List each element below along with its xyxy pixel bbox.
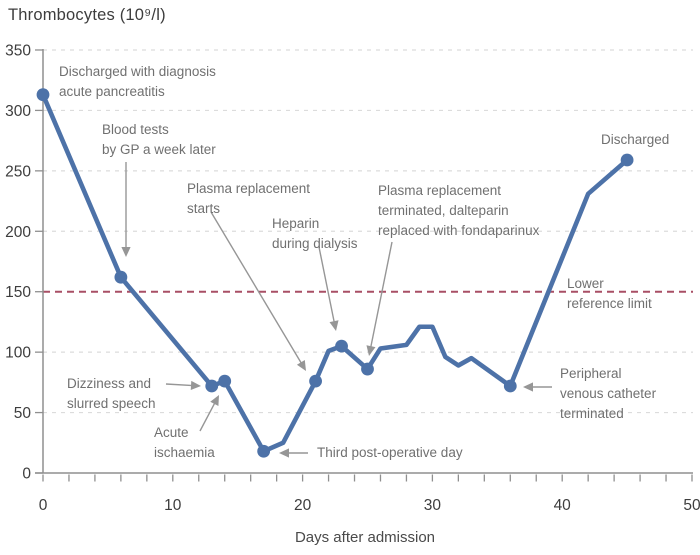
annotation-arrowhead-dizziness	[190, 380, 201, 391]
y-tick-label: 0	[22, 466, 31, 483]
data-point-day-0	[36, 88, 50, 102]
data-point-day-25	[361, 362, 374, 376]
x-tick-label: 50	[683, 497, 700, 514]
y-tick-label: 100	[5, 345, 31, 362]
annotation-heparin-dialysis: Heparin	[272, 216, 319, 231]
x-tick-label: 10	[164, 497, 182, 514]
annotation-arrow-heparin-dialysis	[318, 246, 336, 324]
annotation-arrowhead-plasma-replacement-starts	[296, 360, 306, 371]
x-tick-label: 0	[39, 497, 48, 514]
x-tick-label: 40	[554, 497, 572, 514]
y-tick-label: 300	[5, 103, 31, 120]
annotation-arrow-dizziness	[165, 383, 194, 387]
annotation-arrow-acute-ischaemia	[199, 401, 216, 432]
data-point-day-21	[309, 374, 322, 388]
annotation-plasma-replacement-starts: Plasma replacement	[187, 181, 310, 196]
annotation-plasma-replacement-terminated: Plasma replacement	[378, 183, 501, 198]
annotation-arrowhead-heparin-dialysis	[329, 320, 339, 331]
annotation-arrowhead-plasma-replacement-terminated	[366, 345, 376, 356]
annotation-arrowhead-peripheral-catheter	[523, 382, 533, 392]
data-point-day-13	[205, 379, 219, 393]
annotation-peripheral-catheter: Peripheral	[560, 366, 622, 381]
annotation-arrow-plasma-replacement-starts	[210, 211, 303, 365]
annotation-arrow-plasma-replacement-terminated	[369, 241, 393, 349]
annotation-arrowhead-acute-ischaemia	[210, 395, 219, 406]
annotation-heparin-dialysis: during dialysis	[272, 236, 358, 251]
data-point-day-36	[503, 379, 517, 393]
y-tick-label: 200	[5, 224, 31, 241]
annotation-peripheral-catheter: venous catheter	[560, 386, 657, 401]
x-tick-label: 20	[294, 497, 312, 514]
data-point-day-23	[335, 339, 348, 353]
annotation-third-postoperative-day: Third post-operative day	[317, 445, 463, 460]
annotation-arrowhead-third-postoperative-day	[279, 448, 289, 458]
data-point-day-17	[257, 444, 271, 458]
reference-line-label: Lower	[567, 276, 604, 291]
y-tick-label: 350	[5, 42, 31, 59]
y-tick-label: 250	[5, 163, 31, 180]
x-axis-title: Days after admission	[295, 529, 435, 546]
annotation-plasma-replacement-terminated: replaced with fondaparinux	[378, 223, 540, 238]
series-line	[40, 92, 630, 454]
annotation-acute-ischaemia: ischaemia	[154, 445, 215, 460]
annotation-dizziness: slurred speech	[67, 396, 156, 411]
chart-title: Thrombocytes (10⁹/l)	[8, 6, 166, 24]
y-tick-label: 150	[5, 284, 31, 301]
annotation-discharged: Discharged	[601, 132, 669, 147]
data-point-day-14	[218, 374, 232, 388]
annotation-blood-tests: Blood tests	[102, 122, 169, 137]
annotation-plasma-replacement-terminated: terminated, dalteparin	[378, 203, 509, 218]
data-point-day-45	[620, 153, 634, 167]
annotation-discharged-diagnosis: acute pancreatitis	[59, 84, 165, 99]
annotation-arrowhead-blood-tests	[121, 247, 131, 257]
annotation-blood-tests: by GP a week later	[102, 142, 216, 157]
annotation-acute-ischaemia: Acute	[154, 425, 189, 440]
annotation-plasma-replacement-starts: starts	[187, 201, 220, 216]
data-point-day-6	[114, 270, 128, 284]
annotation-dizziness: Dizziness and	[67, 376, 151, 391]
x-tick-label: 30	[424, 497, 442, 514]
y-tick-label: 50	[14, 405, 32, 422]
annotation-peripheral-catheter: terminated	[560, 406, 624, 421]
annotation-discharged-diagnosis: Discharged with diagnosis	[59, 64, 216, 79]
reference-line-label: reference limit	[567, 296, 652, 311]
